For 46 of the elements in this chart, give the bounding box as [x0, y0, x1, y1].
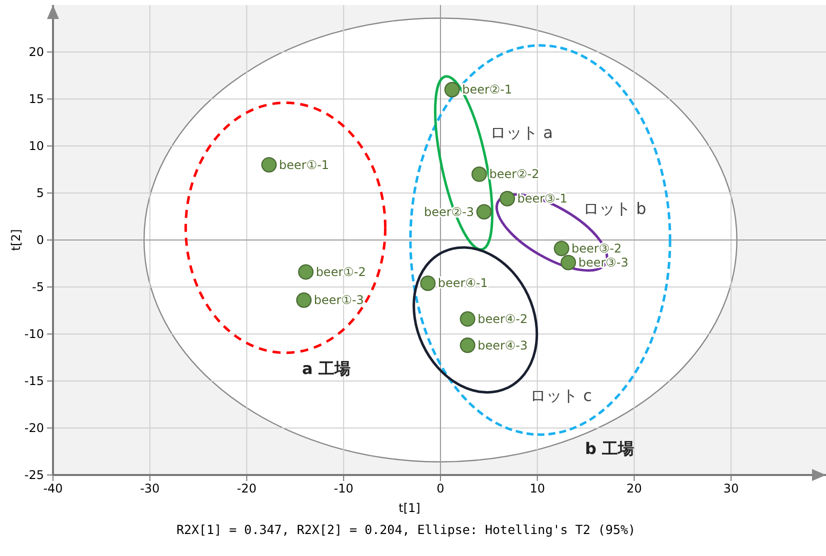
- annotation: ロット b: [583, 199, 646, 218]
- annotation: beer④-2: [478, 312, 528, 326]
- point: [460, 311, 476, 327]
- point: [471, 166, 487, 182]
- annotation: beer④-1: [438, 276, 488, 290]
- annotation: ロット c: [530, 386, 592, 405]
- point: [500, 190, 516, 206]
- x-tick-label: 20: [626, 482, 642, 496]
- annotation: beer②-2: [489, 167, 540, 182]
- x-tick-label: 0: [436, 482, 444, 496]
- annotation: ロット a: [490, 123, 553, 142]
- x-tick-label: -10: [334, 482, 354, 496]
- point: [420, 276, 436, 291]
- annotation: beer②-1: [462, 82, 512, 97]
- x-tick-label: 10: [530, 482, 545, 496]
- annotation: beer①-1: [279, 158, 330, 172]
- y-tick-label: -20: [24, 420, 44, 435]
- point: [296, 292, 312, 308]
- annotation: b 工場: [585, 439, 634, 458]
- y-tick-label: 15: [28, 92, 44, 106]
- y-tick-label: 10: [28, 138, 44, 153]
- x-tick-label: -20: [236, 482, 257, 496]
- y-tick-label: 5: [36, 186, 44, 200]
- text: R2X[1] = 0.347, R2X[2] = 0.204, Ellipse: Hotelling's T2 (95%): [176, 522, 636, 537]
- annotation: beer①-3: [314, 293, 364, 308]
- y-tick-label: 20: [28, 44, 44, 59]
- y-tick-label: -15: [24, 374, 44, 388]
- annotation: a 工場: [302, 359, 350, 378]
- x-tick-label: 30: [723, 482, 739, 496]
- x-axis-title: t[1]: [398, 501, 420, 515]
- point: [476, 204, 492, 220]
- point: [261, 157, 277, 173]
- x-tick-label: -30: [140, 482, 160, 496]
- point: [298, 264, 314, 280]
- point: [444, 82, 460, 98]
- point: [460, 338, 476, 353]
- y-tick-label: -10: [24, 326, 44, 341]
- annotation: beer④-3: [478, 338, 528, 352]
- x-tick-label: -40: [43, 482, 63, 496]
- point: [560, 254, 576, 270]
- y-tick-label: -25: [24, 468, 44, 482]
- y-tick-label: -5: [32, 280, 44, 294]
- y-tick-label: 0: [36, 232, 44, 247]
- y-axis-title: t[2]: [9, 229, 23, 251]
- annotation: beer①-2: [316, 264, 366, 279]
- point: [554, 240, 570, 256]
